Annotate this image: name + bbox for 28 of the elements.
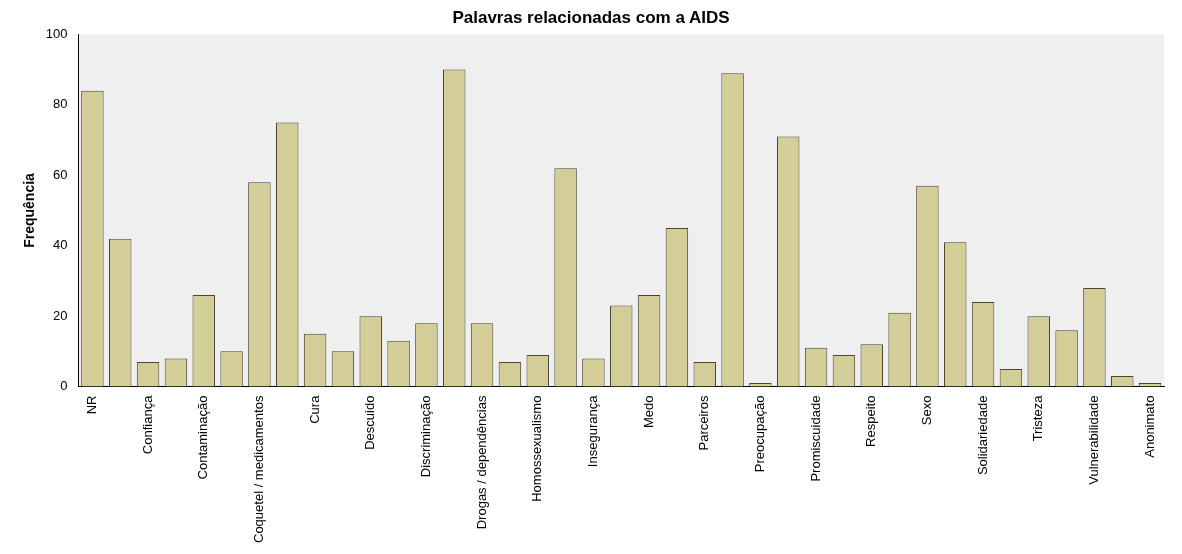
x-tick-label: Contaminação bbox=[195, 395, 211, 480]
x-tick-label: Drogas / dependências bbox=[473, 395, 489, 530]
y-tick-label: 60 bbox=[53, 166, 68, 182]
x-tick-label: Confiança bbox=[139, 394, 155, 455]
y-tick-label: 0 bbox=[60, 378, 68, 394]
y-tick-label: 100 bbox=[45, 25, 68, 41]
x-tick-label: Insegurança bbox=[584, 394, 600, 468]
x-tick-label: Medo bbox=[640, 395, 656, 429]
x-tick-label: Descuido bbox=[362, 395, 378, 450]
x-tick-label: Promiscuidade bbox=[807, 395, 823, 482]
x-tick-label: Tristeza bbox=[1030, 394, 1046, 442]
x-tick-label: Respeito bbox=[863, 395, 879, 447]
chart-title: Palavras relacionadas com a AIDS bbox=[452, 7, 730, 27]
x-tick-label: Discriminação bbox=[417, 395, 433, 478]
y-axis-title: Frequência bbox=[21, 172, 38, 248]
x-tick-label: Anonimato bbox=[1141, 395, 1157, 458]
x-tick-label: NR bbox=[83, 395, 99, 415]
x-tick-label: Homossexualismo bbox=[529, 395, 545, 502]
x-tick-label: Cura bbox=[306, 394, 322, 424]
x-tick-label: Coquetel / medicamentos bbox=[250, 395, 266, 544]
x-tick-label: Vulnerabilidade bbox=[1085, 395, 1101, 485]
x-tick-label: Sexo bbox=[918, 395, 934, 426]
x-tick-label: Preocupação bbox=[751, 395, 767, 473]
y-tick-label: 40 bbox=[53, 237, 68, 253]
y-tick-label: 20 bbox=[53, 307, 68, 323]
x-tick-label: Parceiros bbox=[696, 395, 712, 451]
x-tick-label: Solidariedade bbox=[974, 395, 990, 476]
y-tick-label: 80 bbox=[53, 96, 68, 112]
